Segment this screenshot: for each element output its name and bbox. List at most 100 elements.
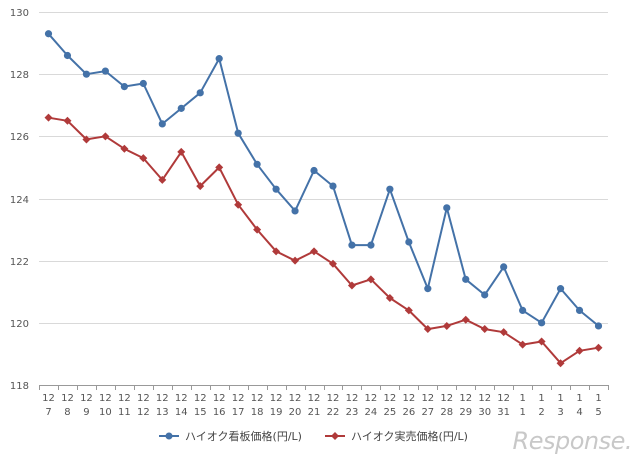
- x-tick-day-7: 14: [175, 407, 188, 418]
- data-point-1-26: [537, 337, 546, 346]
- x-tick-day-17: 24: [365, 407, 378, 418]
- x-tick-day-3: 10: [99, 407, 112, 418]
- data-point-0-24: [500, 263, 508, 271]
- y-tick-label-118: 118: [10, 381, 29, 392]
- axes: [39, 385, 609, 390]
- data-point-1-15: [328, 259, 337, 268]
- x-tick-day-23: 30: [478, 407, 491, 418]
- x-tick-month-15: 12: [327, 393, 340, 404]
- data-point-1-0: [44, 113, 53, 122]
- x-tick-month-4: 12: [118, 393, 131, 404]
- data-point-0-1: [63, 51, 72, 60]
- x-tick-month-3: 12: [99, 393, 112, 404]
- x-tick-month-20: 12: [421, 393, 434, 404]
- data-point-1-23: [480, 325, 489, 334]
- x-tick-month-10: 12: [232, 393, 245, 404]
- x-tick-month-16: 12: [346, 393, 359, 404]
- legend: ハイオク看板価格(円/L) ハイオク実売価格(円/L): [158, 428, 468, 444]
- x-tick-month-6: 12: [156, 393, 169, 404]
- data-point-0-10: [234, 129, 242, 137]
- data-point-0-26: [538, 319, 546, 327]
- x-tick-day-27: 3: [557, 407, 563, 418]
- x-tick-month-7: 12: [175, 393, 188, 404]
- data-point-1-11: [253, 225, 262, 234]
- x-tick-day-16: 23: [346, 407, 359, 418]
- data-point-0-8: [196, 89, 204, 97]
- x-tick-day-22: 29: [459, 407, 472, 418]
- data-point-1-7: [177, 147, 186, 156]
- x-tick-month-14: 12: [308, 393, 321, 404]
- data-point-1-9: [215, 163, 224, 172]
- data-point-0-22: [462, 275, 470, 283]
- data-point-1-22: [461, 315, 470, 324]
- data-point-0-12: [272, 185, 280, 193]
- data-point-0-5: [139, 79, 147, 88]
- x-tick-month-13: 12: [289, 393, 302, 404]
- data-point-0-15: [329, 182, 337, 190]
- data-point-0-4: [120, 83, 128, 91]
- x-tick-month-25: 1: [519, 393, 525, 404]
- legend-marker-diamond-icon: [324, 432, 345, 440]
- series-group: [44, 30, 603, 368]
- x-tick-day-8: 15: [194, 407, 207, 418]
- series-line-1: [48, 116, 599, 365]
- watermark-logo: Response.: [512, 427, 633, 455]
- x-tick-month-2: 12: [80, 393, 93, 404]
- data-point-0-21: [443, 204, 451, 212]
- x-tick-day-28: 4: [576, 407, 582, 418]
- data-point-0-23: [481, 291, 489, 299]
- data-point-1-14: [310, 247, 319, 256]
- x-tick-month-23: 12: [478, 393, 491, 404]
- x-tick-day-25: 1: [519, 407, 525, 418]
- x-tick-day-5: 12: [137, 407, 150, 418]
- x-axis-ticks: 1271281291210121112121213121412151216121…: [42, 393, 602, 418]
- legend-item-signboard-price[interactable]: ハイオク看板価格(円/L): [158, 428, 302, 444]
- x-tick-day-6: 13: [156, 407, 169, 418]
- data-point-1-25: [518, 340, 527, 349]
- legend-item-actual-price[interactable]: ハイオク実売価格(円/L): [324, 428, 468, 444]
- x-tick-day-20: 27: [421, 407, 434, 418]
- x-tick-month-1: 12: [61, 393, 74, 404]
- x-tick-day-2: 9: [83, 407, 89, 418]
- x-tick-day-15: 22: [327, 407, 340, 418]
- legend-label-actual-price: ハイオク実売価格(円/L): [350, 430, 468, 443]
- data-point-0-19: [405, 238, 413, 246]
- data-point-1-19: [404, 306, 413, 315]
- data-point-0-2: [82, 70, 91, 78]
- x-tick-month-12: 12: [270, 393, 283, 404]
- x-tick-day-1: 8: [64, 407, 70, 418]
- data-point-1-12: [272, 247, 281, 256]
- legend-label-signboard-price: ハイオク看板価格(円/L): [185, 430, 302, 443]
- x-tick-day-24: 31: [497, 407, 510, 418]
- grid-lines: [39, 12, 608, 324]
- x-tick-month-24: 12: [497, 393, 510, 404]
- x-tick-day-26: 2: [538, 407, 544, 418]
- x-tick-month-19: 12: [402, 393, 415, 404]
- x-tick-month-28: 1: [576, 393, 582, 404]
- data-point-0-7: [177, 104, 185, 112]
- x-tick-day-18: 25: [384, 407, 397, 418]
- x-tick-month-21: 12: [440, 393, 453, 404]
- data-point-0-17: [367, 241, 375, 249]
- data-point-0-18: [386, 185, 394, 193]
- x-tick-day-12: 19: [270, 407, 283, 418]
- data-point-1-29: [594, 343, 603, 352]
- y-tick-label-128: 128: [10, 70, 29, 81]
- data-point-0-29: [594, 322, 603, 330]
- y-tick-label-120: 120: [10, 319, 29, 330]
- data-point-1-5: [139, 154, 148, 163]
- data-point-0-28: [575, 306, 584, 314]
- x-tick-day-19: 26: [402, 407, 415, 418]
- x-tick-month-27: 1: [557, 393, 563, 404]
- data-point-1-6: [158, 175, 167, 184]
- series-1: [44, 113, 603, 368]
- x-tick-day-29: 5: [595, 407, 601, 418]
- data-point-1-2: [82, 135, 91, 144]
- data-point-0-27: [556, 285, 565, 293]
- x-tick-month-0: 12: [42, 393, 55, 404]
- data-point-0-13: [291, 207, 299, 215]
- data-point-0-11: [253, 160, 261, 168]
- x-tick-day-4: 11: [118, 407, 131, 418]
- data-point-1-24: [499, 328, 508, 337]
